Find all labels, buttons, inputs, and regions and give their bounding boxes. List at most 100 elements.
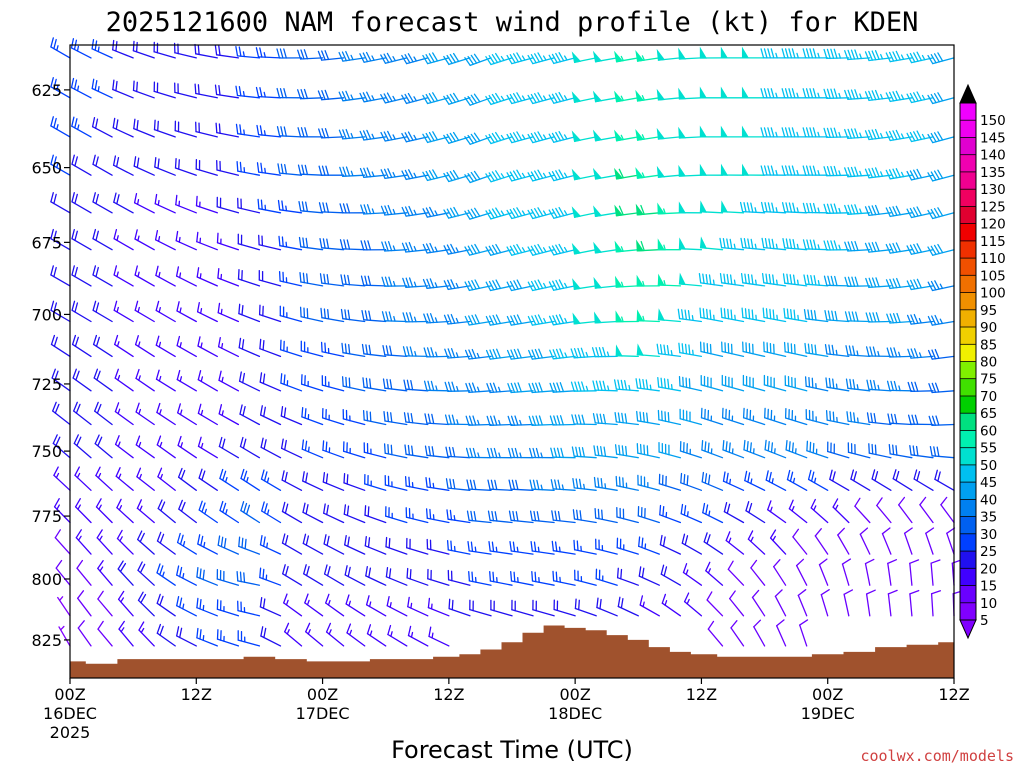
wind-barb bbox=[176, 595, 197, 617]
wind-barb bbox=[506, 92, 534, 105]
wind-barb bbox=[216, 599, 240, 617]
y-tick-label: 750 bbox=[31, 442, 62, 461]
colorbar-swatch bbox=[960, 275, 976, 293]
wind-barb bbox=[259, 405, 282, 426]
wind-barb bbox=[154, 229, 176, 251]
wind-barb bbox=[444, 381, 471, 392]
wind-barb bbox=[864, 128, 892, 141]
wind-barb bbox=[930, 559, 941, 586]
wind-barb bbox=[297, 127, 324, 138]
wind-barb bbox=[154, 157, 176, 176]
wind-barb bbox=[135, 435, 155, 459]
y-tick-label: 725 bbox=[31, 375, 62, 394]
wind-barb bbox=[133, 192, 155, 214]
wind-barb bbox=[132, 80, 155, 99]
wind-barb bbox=[320, 307, 345, 323]
wind-barb bbox=[155, 300, 176, 323]
wind-barb bbox=[847, 442, 871, 459]
wind-barb bbox=[868, 443, 892, 459]
wind-barb bbox=[467, 540, 492, 555]
wind-barb bbox=[216, 629, 240, 647]
wind-barb bbox=[773, 559, 787, 586]
wind-barb bbox=[927, 92, 955, 105]
wind-barb bbox=[114, 334, 134, 358]
wind-barb bbox=[699, 307, 724, 323]
wind-barb bbox=[318, 128, 345, 139]
wind-barb bbox=[678, 47, 703, 60]
wind-barb bbox=[423, 313, 450, 324]
wind-barb bbox=[928, 415, 955, 426]
wind-barb bbox=[260, 469, 282, 491]
wind-barb bbox=[865, 346, 892, 358]
wind-barb bbox=[572, 509, 597, 524]
wind-barb bbox=[425, 477, 450, 491]
wind-barb bbox=[114, 402, 134, 426]
wind-barb bbox=[907, 348, 934, 359]
wind-barb bbox=[699, 236, 724, 251]
wind-barb bbox=[71, 154, 92, 176]
wind-barb bbox=[197, 370, 218, 392]
wind-barb bbox=[194, 83, 218, 99]
y-tick-label: 675 bbox=[31, 233, 62, 252]
wind-barb bbox=[909, 559, 920, 586]
wind-barb bbox=[218, 370, 240, 392]
wind-barb bbox=[656, 127, 682, 140]
wind-barb bbox=[785, 439, 808, 459]
colorbar-label: 80 bbox=[980, 355, 997, 371]
wind-barb bbox=[364, 505, 387, 524]
wind-barb bbox=[53, 498, 71, 524]
wind-barb bbox=[239, 436, 261, 459]
wind-barb bbox=[823, 127, 850, 139]
wind-barb bbox=[760, 88, 787, 99]
wind-barb bbox=[820, 589, 830, 617]
wind-barb bbox=[531, 570, 555, 586]
colorbar-label: 75 bbox=[980, 372, 997, 388]
wind-barb bbox=[362, 377, 387, 392]
wind-barb bbox=[95, 498, 113, 524]
colorbar-label: 95 bbox=[980, 303, 997, 319]
wind-barb bbox=[721, 341, 745, 358]
colorbar-label: 60 bbox=[980, 423, 997, 439]
colorbar-swatch bbox=[960, 206, 976, 224]
wind-barb bbox=[92, 300, 113, 323]
wind-barb bbox=[137, 561, 155, 586]
wind-barb bbox=[658, 473, 682, 491]
colorbar-label: 90 bbox=[980, 320, 997, 336]
wind-barb bbox=[177, 403, 197, 426]
wind-barb bbox=[763, 341, 787, 358]
wind-barb bbox=[574, 598, 597, 617]
wind-barb bbox=[657, 273, 682, 287]
wind-barb bbox=[237, 197, 261, 214]
wind-barb bbox=[174, 158, 197, 176]
wind-barb bbox=[319, 273, 345, 287]
wind-barb bbox=[784, 408, 808, 426]
wind-barb bbox=[548, 314, 576, 326]
terrain-fill bbox=[70, 625, 954, 678]
wind-barb bbox=[57, 596, 71, 617]
wind-barb bbox=[320, 341, 345, 358]
wind-barb bbox=[507, 415, 534, 426]
wind-barb bbox=[302, 471, 324, 491]
wind-barb bbox=[614, 411, 639, 426]
wind-barb bbox=[156, 563, 176, 586]
wind-barb bbox=[592, 90, 618, 103]
wind-barb bbox=[381, 311, 408, 323]
wind-barb bbox=[720, 86, 745, 99]
wind-barb bbox=[322, 440, 345, 459]
wind-barb bbox=[677, 308, 703, 323]
wind-barb bbox=[77, 620, 92, 647]
wind-barb bbox=[153, 81, 176, 99]
wind-barb bbox=[113, 192, 134, 214]
wind-barb bbox=[177, 435, 197, 459]
wind-barb bbox=[636, 443, 660, 459]
colorbar-swatch bbox=[960, 516, 976, 535]
colorbar-swatch bbox=[960, 585, 976, 604]
wind-barb bbox=[885, 277, 913, 290]
wind-barb bbox=[698, 272, 724, 287]
wind-barb bbox=[259, 596, 282, 617]
wind-barb bbox=[885, 242, 913, 254]
wind-barb bbox=[866, 412, 892, 426]
wind-barb bbox=[301, 439, 324, 459]
x-tick-date: 19DEC bbox=[801, 704, 855, 723]
x-tick-time: 12Z bbox=[433, 685, 464, 704]
